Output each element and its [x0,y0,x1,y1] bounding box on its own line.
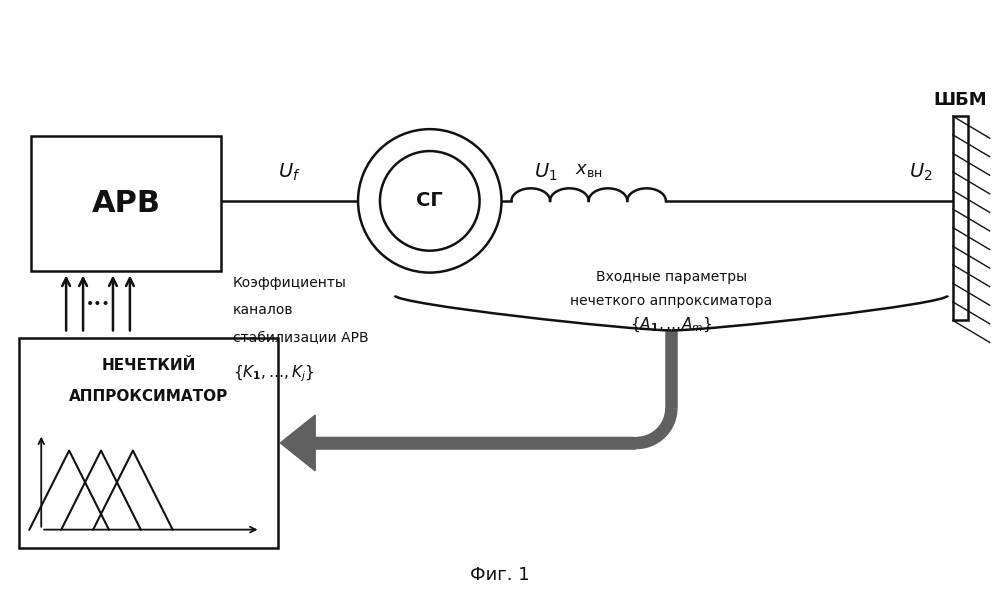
Text: ШБМ: ШБМ [933,91,987,109]
Bar [19,338,279,548]
Text: каналов: каналов [233,304,293,317]
Text: $U_f$: $U_f$ [278,162,301,183]
Bar [31,136,221,270]
Bar [953,116,968,320]
Text: нечеткого аппроксиматора: нечеткого аппроксиматора [570,294,772,308]
Polygon shape [281,415,316,471]
Text: $x_{\mathrm{вн}}$: $x_{\mathrm{вн}}$ [574,161,602,179]
Text: АРВ: АРВ [92,189,161,218]
Circle shape [358,129,501,273]
Text: АППРОКСИМАТОР: АППРОКСИМАТОР [69,389,229,404]
Text: стабилизации АРВ: стабилизации АРВ [233,331,369,346]
Text: СГ: СГ [417,191,444,210]
Text: Фиг. 1: Фиг. 1 [470,566,529,584]
Text: $U_1$: $U_1$ [534,162,558,183]
Text: $U_2$: $U_2$ [909,162,933,183]
Text: $\{A_{\mathbf{1}},\ldots A_{m}\}$: $\{A_{\mathbf{1}},\ldots A_{m}\}$ [630,316,712,334]
Text: •••: ••• [86,297,111,311]
Text: $\{K_{\mathbf{1}},\ldots,K_{j}\}$: $\{K_{\mathbf{1}},\ldots,K_{j}\}$ [233,363,315,384]
Text: Входные параметры: Входные параметры [595,270,747,284]
Text: Коэффициенты: Коэффициенты [233,276,347,290]
Text: НЕЧЕТКИЙ: НЕЧЕТКИЙ [102,358,196,373]
Circle shape [380,151,480,251]
